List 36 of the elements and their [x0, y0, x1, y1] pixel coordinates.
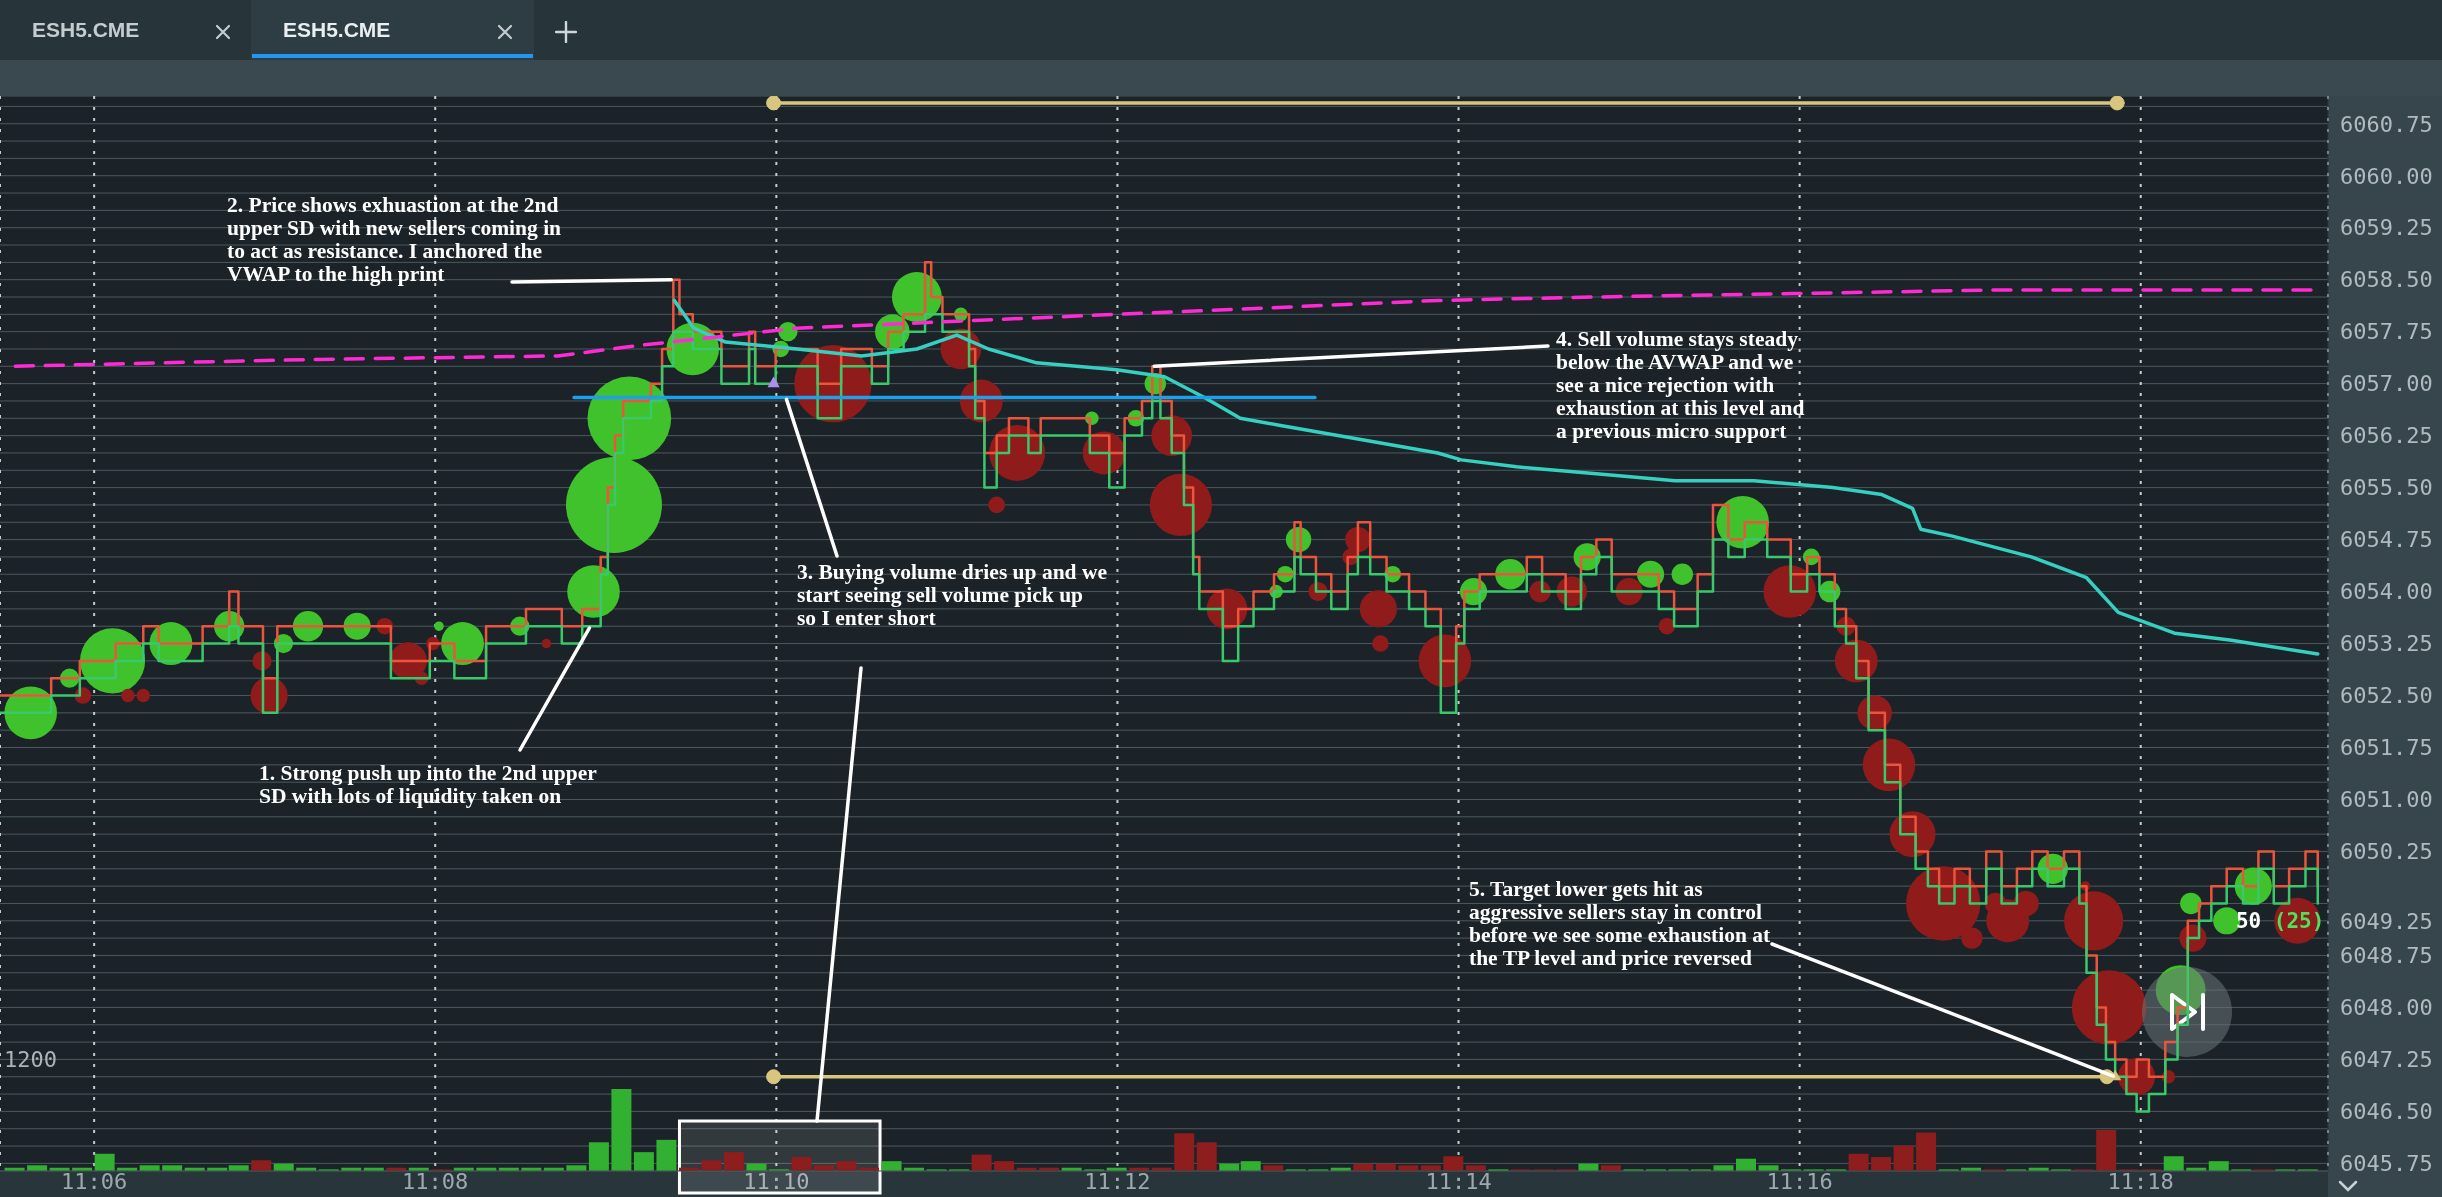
y-tick-label: 6060.75 [2340, 111, 2433, 137]
y-tick-label: 6048.00 [2340, 995, 2433, 1021]
y-tick-label: 6057.75 [2340, 319, 2433, 345]
x-tick-label: 11:12 [1084, 1168, 1151, 1194]
y-tick-label: 6051.00 [2340, 787, 2433, 813]
annotation: 1. Strong push up into the 2nd upper SD with lots of liquidity taken on [259, 761, 597, 808]
y-tick-label: 6053.25 [2340, 631, 2433, 657]
x-tick-label: 11:16 [1766, 1168, 1833, 1194]
x-tick-label: 11:14 [1425, 1168, 1492, 1194]
annotation: 1200 [4, 1047, 57, 1072]
text: ESH5.CME [32, 17, 140, 43]
y-tick-label: 6058.50 [2340, 267, 2433, 293]
y-tick-label: 6050.25 [2340, 839, 2433, 865]
x-tick-label: 11:06 [61, 1168, 128, 1194]
y-tick-label: 6054.75 [2340, 527, 2433, 553]
y-tick-label: 6049.25 [2340, 908, 2433, 934]
y-tick-label: 6059.25 [2340, 215, 2433, 241]
y-tick-label: 6060.00 [2340, 163, 2433, 189]
y-tick-label: 6056.25 [2340, 423, 2433, 449]
y-tick-label: 6045.75 [2340, 1151, 2433, 1177]
annotation: 4. Sell volume stays steady below the AVWAP and we see a nice rejection with exhaustion at this level and a previous micro support [1556, 327, 1805, 443]
y-tick-label: 6051.75 [2340, 735, 2433, 761]
x-tick-label: 11:08 [402, 1168, 469, 1194]
x-tick-label: 11:10 [743, 1168, 810, 1194]
annotation: 3. Buying volume dries up and we start seeing sell volume pick up so I enter short [797, 560, 1108, 630]
x-tick-label: 11:18 [2107, 1168, 2174, 1194]
y-tick-label: 6055.50 [2340, 475, 2433, 501]
text: ESH5.CME [283, 17, 391, 43]
y-tick-label: 6057.00 [2340, 371, 2433, 397]
y-tick-label: 6052.50 [2340, 683, 2433, 709]
annotation: 2. Price shows exhuastion at the 2nd upper SD with new sellers coming in to act as resistance. I anchored the VWAP to the high print [227, 193, 562, 286]
y-tick-label: 6047.25 [2340, 1047, 2433, 1073]
annotation: 5. Target lower gets hit as aggressive sellers stay in control before we see some exhaustion at the TP level and price reversed [1469, 877, 1771, 970]
y-tick-label: 6048.75 [2340, 943, 2433, 969]
y-tick-label: 6054.00 [2340, 579, 2433, 605]
y-tick-label: 6046.50 [2340, 1099, 2433, 1125]
